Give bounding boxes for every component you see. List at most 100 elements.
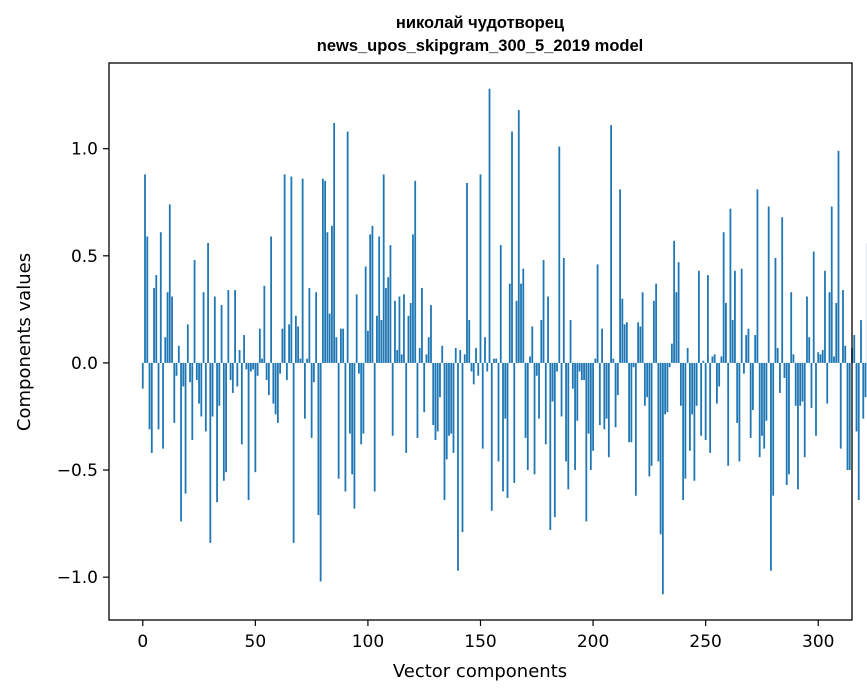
bar [198,362,200,404]
bar [166,292,169,363]
y-tick-label: 0.5 [71,247,98,267]
bar [349,362,351,434]
bar [258,328,261,363]
bar [263,285,266,363]
x-tick-label: 150 [464,632,496,652]
bar [294,315,297,363]
bar [276,362,279,423]
bar [265,362,268,381]
bar [421,287,423,363]
bar [150,362,153,453]
bar [227,290,230,363]
bar [283,174,286,363]
bar [468,320,471,363]
bar [216,362,218,503]
bar [736,362,739,423]
bar [430,305,432,363]
bar [463,354,466,363]
bar [403,294,405,363]
bar [666,362,669,413]
bar [380,320,383,363]
bar [342,328,345,363]
chart-subtitle: news_upos_skipgram_300_5_2019 model [317,37,644,55]
bar [763,362,766,449]
bar [553,362,556,518]
bar [472,362,475,385]
bar [303,362,306,419]
bar [369,234,372,363]
bar [175,362,178,376]
bar [409,302,412,363]
bar [754,335,757,363]
bar [571,362,574,389]
bar [432,362,435,426]
x-tick-label: 50 [245,632,267,652]
bar [144,174,146,363]
bar [231,362,234,393]
bar [668,362,671,368]
bar [479,174,482,363]
bar [830,206,833,363]
bar [153,287,155,363]
bar [806,296,808,363]
bar [628,362,630,443]
bar [641,292,644,363]
bar [682,362,685,501]
bar [461,362,464,533]
bar [238,350,241,363]
bar [619,189,621,363]
bar [781,217,784,363]
bar [700,362,703,436]
bar [297,326,300,363]
bar [607,362,610,458]
x-tick-label: 0 [137,632,148,652]
bar [720,356,723,363]
bar [745,335,748,363]
bar [639,326,642,363]
bar [821,350,824,363]
bar [493,358,495,363]
bar [531,326,534,363]
bar [396,350,399,363]
bar [637,322,640,363]
bar [774,257,777,363]
x-tick-label: 300 [802,632,834,652]
bar [538,362,540,419]
bar [204,362,207,432]
bar [486,362,489,372]
bar [202,292,205,363]
bar [515,300,518,363]
bar [425,354,428,363]
bar [387,277,390,363]
bar [173,362,176,423]
bar [657,362,660,462]
bar [209,362,212,543]
bar [376,315,378,363]
bar [529,356,531,363]
bar [459,350,462,363]
bar [643,362,646,406]
bar [842,290,844,363]
bar [727,362,730,466]
bar [418,347,421,363]
bar [731,320,734,363]
bar [833,356,835,363]
bar [684,362,687,479]
bar [243,335,245,363]
bar [499,245,502,363]
bar [195,362,198,381]
bar [578,362,581,372]
bar [450,362,453,434]
bar [567,362,570,490]
bar [441,345,444,363]
bar [670,343,673,363]
bar [855,362,858,432]
bar [477,362,480,376]
bar [853,335,856,363]
bar [504,362,507,419]
bar [308,287,311,363]
bar [416,362,419,438]
bar [535,362,538,376]
bar [326,232,329,363]
bar [324,180,327,363]
